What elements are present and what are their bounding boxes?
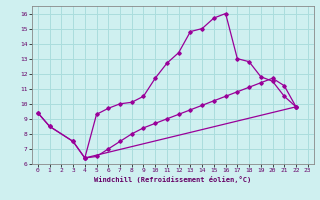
X-axis label: Windchill (Refroidissement éolien,°C): Windchill (Refroidissement éolien,°C) [94, 176, 252, 183]
